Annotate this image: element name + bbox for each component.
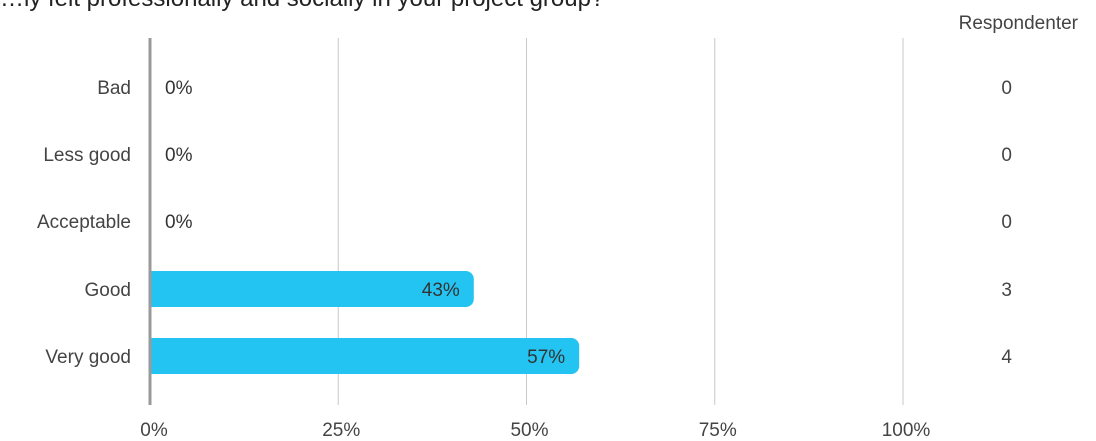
x-tick-label: 0% — [140, 420, 168, 441]
respondent-count: 0 — [1001, 78, 1012, 99]
respondent-count: 4 — [1001, 347, 1012, 368]
category-label: Bad — [97, 78, 131, 99]
x-tick-label: 25% — [322, 420, 360, 441]
bar-left-edge — [150, 271, 160, 307]
category-label: Less good — [43, 145, 131, 166]
category-label: Very good — [45, 347, 131, 368]
bar — [150, 271, 474, 307]
category-labels: Bad Less good Acceptable Good Very good — [37, 78, 131, 368]
value-label: 0% — [165, 212, 193, 233]
x-tick-label: 50% — [510, 420, 548, 441]
x-tick-labels: 0% 25% 50% 75% 100% — [140, 420, 930, 441]
respondent-count: 0 — [1001, 212, 1012, 233]
bar — [150, 338, 580, 374]
respondent-count: 3 — [1001, 280, 1012, 301]
value-label: 57% — [527, 347, 565, 368]
respondent-count: 0 — [1001, 145, 1012, 166]
x-tick-label: 100% — [882, 420, 931, 441]
category-label: Good — [85, 280, 131, 301]
respondents-header: Respondenter — [958, 13, 1078, 34]
value-label: 0% — [165, 145, 193, 166]
category-label: Acceptable — [37, 212, 131, 233]
respondent-counts: 0 0 0 3 4 — [1001, 78, 1012, 368]
value-label: 43% — [422, 280, 460, 301]
value-labels: 0% 0% 0% 43% 57% — [165, 78, 565, 368]
chart-title: …ly felt professionally and socially in … — [0, 0, 604, 13]
value-label: 0% — [165, 78, 193, 99]
bar-left-edge — [150, 338, 160, 374]
x-tick-label: 75% — [699, 420, 737, 441]
bars — [150, 271, 580, 374]
